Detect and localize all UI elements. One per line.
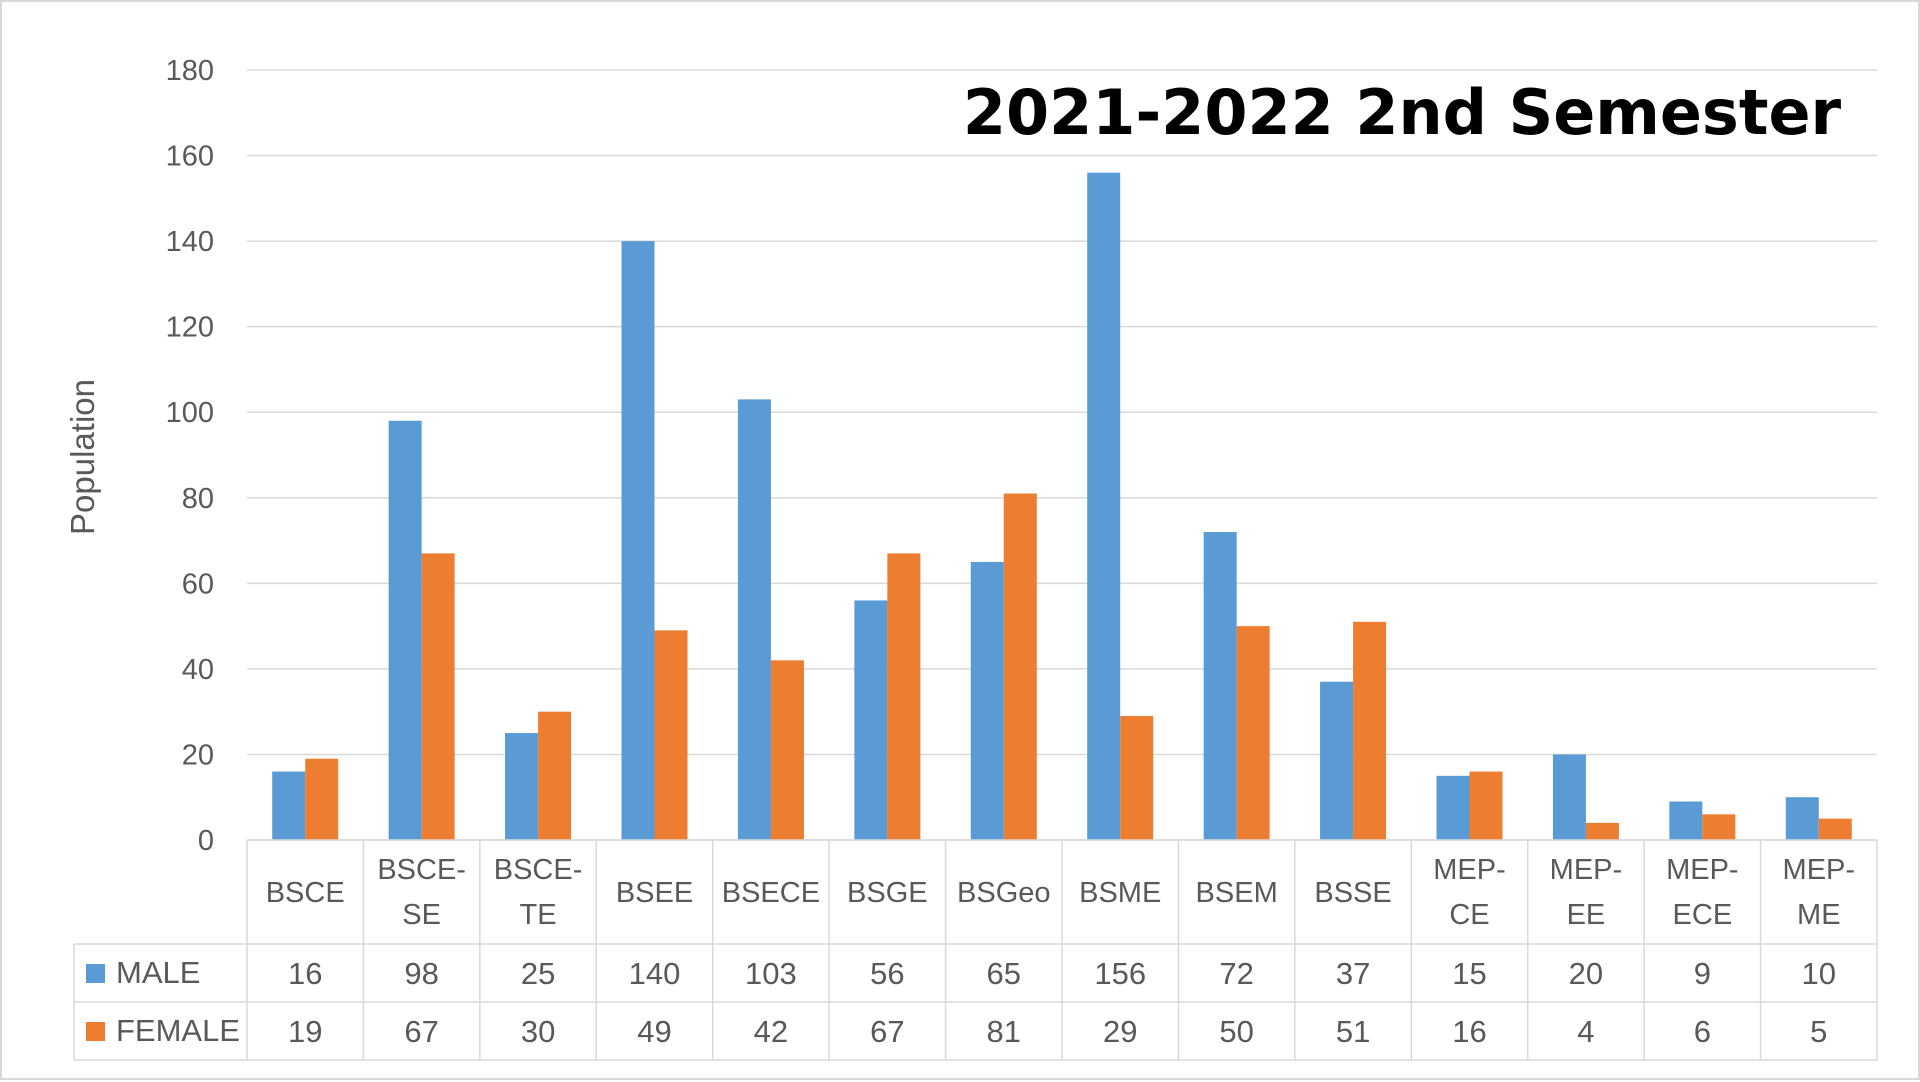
x-category-label: MEP- xyxy=(1666,854,1739,886)
x-category-label: BSECE xyxy=(722,877,820,909)
table-cell-value: 30 xyxy=(521,1014,555,1049)
female-bar xyxy=(770,660,804,840)
table-cell-value: 51 xyxy=(1336,1014,1370,1049)
female-bar xyxy=(1236,626,1270,840)
table-cell-value: 29 xyxy=(1103,1014,1137,1049)
table-cell-value: 67 xyxy=(404,1014,438,1049)
table-cell-value: 15 xyxy=(1452,956,1486,991)
male-bar xyxy=(854,600,888,840)
x-category-label: MEP- xyxy=(1550,854,1623,886)
y-tick-label: 20 xyxy=(182,739,214,771)
x-category-label: MEP- xyxy=(1433,854,1506,886)
x-category-label: BSCE- xyxy=(494,854,583,886)
female-bar xyxy=(887,553,921,840)
legend-label-female: FEMALE xyxy=(116,1013,240,1048)
male-bar xyxy=(1552,754,1586,840)
data-table: BSCE BSCE- SE BSCE- TE BSEE BSECE BSGE BSGeo BSME… xyxy=(73,839,1878,1061)
y-axis-ticks: 0 20 40 60 80 100 120 140 160 180 xyxy=(166,55,214,857)
y-tick-label: 60 xyxy=(182,568,214,600)
male-bar xyxy=(621,241,655,841)
y-axis-label: Population xyxy=(64,379,101,535)
table-cell-value: 37 xyxy=(1336,956,1370,991)
male-bar xyxy=(388,420,422,840)
female-bar xyxy=(654,630,688,840)
x-category-label: ECE xyxy=(1673,899,1733,931)
table-cell-value: 19 xyxy=(288,1014,322,1049)
male-bar xyxy=(1669,801,1703,840)
table-cell-value: 98 xyxy=(404,956,438,991)
female-bar xyxy=(1702,814,1736,840)
table-cell-value: 5 xyxy=(1810,1014,1827,1049)
table-cell-value: 6 xyxy=(1694,1014,1711,1049)
table-cell-value: 65 xyxy=(987,956,1021,991)
table-cell-value: 140 xyxy=(629,956,681,991)
male-bar xyxy=(970,561,1004,840)
table-cell-value: 72 xyxy=(1219,956,1253,991)
y-tick-label: 0 xyxy=(198,825,214,857)
male-bar xyxy=(1436,775,1470,840)
x-category-label: BSSE xyxy=(1314,877,1391,909)
x-category-label: BSEM xyxy=(1196,877,1278,909)
y-tick-label: 40 xyxy=(182,654,214,686)
female-bar xyxy=(1120,715,1154,840)
x-category-label: BSCE- xyxy=(377,854,466,886)
table-cell-value: 16 xyxy=(1452,1014,1486,1049)
x-category-label: BSEE xyxy=(616,877,693,909)
female-bar xyxy=(538,711,572,840)
table-cell-value: 20 xyxy=(1569,956,1603,991)
chart-title: 2021-2022 2nd Semester xyxy=(963,76,1842,149)
female-bar xyxy=(1818,818,1852,840)
female-bar xyxy=(1003,493,1037,840)
table-cell-value: 25 xyxy=(521,956,555,991)
x-category-label: BSME xyxy=(1079,877,1161,909)
legend-label-male: MALE xyxy=(116,955,200,990)
table-cell-value: 49 xyxy=(637,1014,671,1049)
female-bar xyxy=(1353,621,1387,840)
y-tick-label: 100 xyxy=(166,397,214,429)
female-bar xyxy=(1469,771,1503,840)
male-bar xyxy=(1087,172,1121,840)
x-category-label: BSGeo xyxy=(957,877,1051,909)
table-cell-value: 156 xyxy=(1094,956,1146,991)
female-bar xyxy=(305,758,339,840)
male-bar xyxy=(272,771,306,840)
table-cell-value: 50 xyxy=(1219,1014,1253,1049)
male-bar xyxy=(737,399,771,840)
male-bar xyxy=(1320,681,1354,840)
table-cell-value: 67 xyxy=(870,1014,904,1049)
legend-swatch-female xyxy=(86,1022,105,1041)
x-category-label: BSGE xyxy=(847,877,928,909)
table-cell-value: 42 xyxy=(754,1014,788,1049)
x-category-label: EE xyxy=(1567,899,1606,931)
table-cell-value: 10 xyxy=(1802,956,1836,991)
female-bar xyxy=(421,553,455,840)
table-cell-value: 56 xyxy=(870,956,904,991)
y-tick-label: 160 xyxy=(166,141,214,173)
bars xyxy=(272,172,1852,841)
x-category-label: SE xyxy=(402,899,441,931)
table-cell-value: 16 xyxy=(288,956,322,991)
male-bar xyxy=(1785,797,1819,840)
male-bar xyxy=(1203,532,1237,840)
x-category-label: TE xyxy=(520,899,557,931)
legend-swatch-male xyxy=(86,964,105,983)
female-bar xyxy=(1585,822,1619,840)
male-bar xyxy=(505,733,539,840)
y-tick-label: 140 xyxy=(166,226,214,258)
y-tick-label: 80 xyxy=(182,483,214,515)
y-tick-label: 180 xyxy=(166,55,214,87)
table-cell-value: 103 xyxy=(745,956,797,991)
table-cell-value: 4 xyxy=(1577,1014,1594,1049)
x-category-label: MEP- xyxy=(1783,854,1856,886)
gridlines xyxy=(247,69,1877,841)
x-category-label: CE xyxy=(1449,899,1489,931)
table-cell-value: 81 xyxy=(987,1014,1021,1049)
x-category-label: BSCE xyxy=(266,877,345,909)
y-tick-label: 120 xyxy=(166,312,214,344)
x-category-label: ME xyxy=(1797,899,1841,931)
table-cell-value: 9 xyxy=(1694,956,1711,991)
